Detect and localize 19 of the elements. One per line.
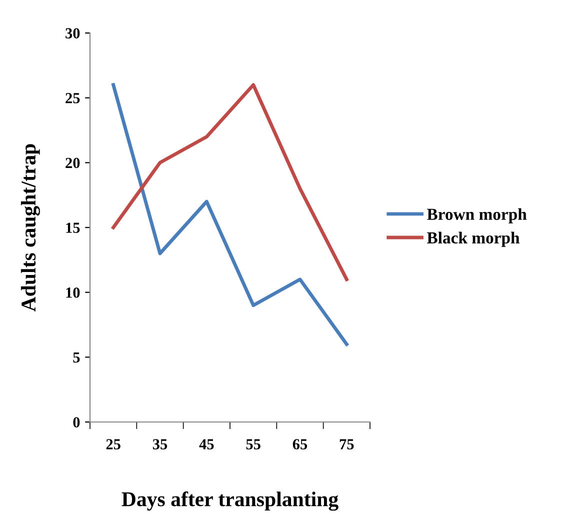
- legend-label: Brown morph: [427, 208, 527, 224]
- x-tick-label: 65: [292, 439, 308, 450]
- line-series: [112, 83, 348, 346]
- y-tick-label: 0: [73, 417, 80, 428]
- legend-label: Black morph: [427, 232, 520, 247]
- x-tick-label: 45: [199, 439, 214, 450]
- y-tick-label: 20: [66, 158, 80, 168]
- x-tick-label: 55: [246, 439, 260, 450]
- x-axis-title: Days after transplanting: [122, 491, 338, 511]
- x-tick-label: 25: [106, 439, 120, 450]
- x-tick-label: 35: [152, 439, 168, 450]
- y-tick-label: 5: [73, 352, 80, 363]
- y-tick-label: 15: [66, 222, 80, 233]
- x-tick-label: 75: [340, 439, 354, 450]
- y-tick-label: 30: [66, 28, 80, 38]
- y-tick-label: 25: [66, 93, 80, 104]
- line-series: [112, 83, 348, 282]
- y-axis-title: Adults caught/trap: [20, 144, 40, 312]
- y-tick-label: 10: [66, 287, 80, 298]
